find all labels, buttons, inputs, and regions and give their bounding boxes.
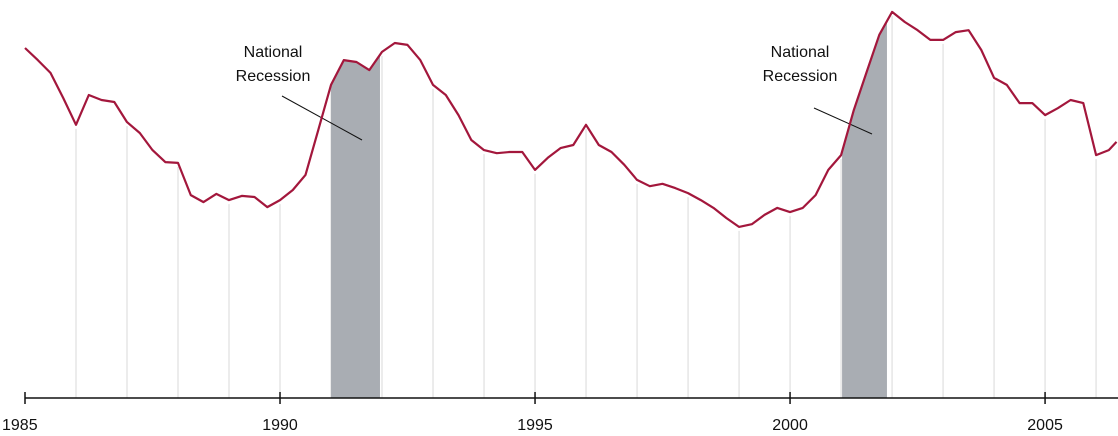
- recession-label: National: [244, 44, 303, 61]
- x-tick-label: 1990: [262, 417, 298, 434]
- recession-label: Recession: [763, 68, 838, 85]
- x-tick-label: 1985: [2, 417, 38, 434]
- x-tick-label: 2005: [1027, 417, 1063, 434]
- x-tick-label: 1995: [517, 417, 553, 434]
- recession-label: National: [771, 44, 830, 61]
- line-series: [24, 10, 1118, 228]
- x-tick-label: 2000: [772, 417, 808, 434]
- recession-shading: [331, 54, 380, 399]
- leader-line: [813, 107, 873, 135]
- recession-label: Recession: [236, 68, 311, 85]
